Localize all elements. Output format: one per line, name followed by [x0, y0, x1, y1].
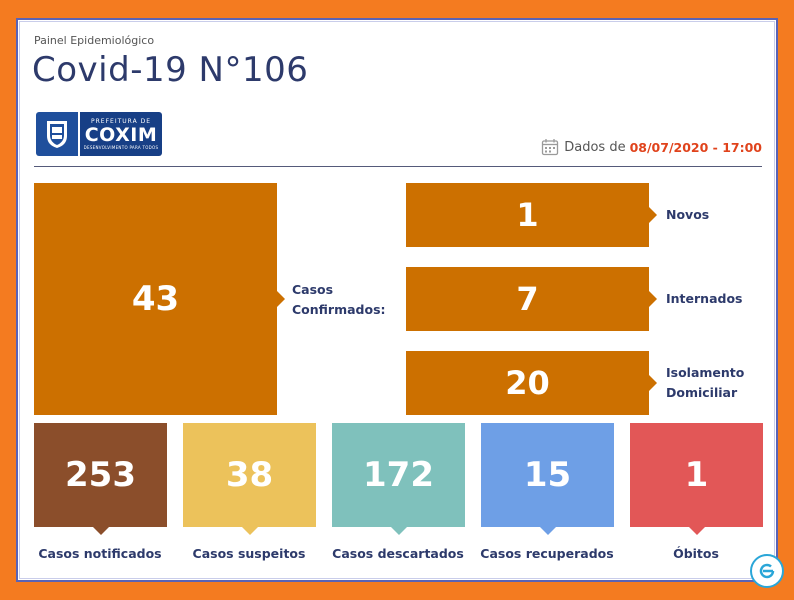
discarded-cases-box: 172 [332, 423, 465, 535]
logo-text: PREFEITURA DE COXIM DESENVOLVIMENTO PARA… [80, 112, 162, 156]
home-isolation-label: Isolamento Domiciliar [666, 363, 744, 403]
home-isolation-value: 20 [505, 364, 550, 402]
recovered-cases-value: 15 [523, 455, 572, 495]
date-label: Dados de [564, 139, 626, 155]
date-row: Dados de 08/07/2020 - 17:00 [541, 138, 762, 156]
confirmed-cases-value: 43 [131, 279, 180, 319]
notified-cases-value: 253 [65, 455, 136, 495]
logo-tagline: DESENVOLVIMENTO PARA TODOS [83, 145, 159, 150]
city-logo: PREFEITURA DE COXIM DESENVOLVIMENTO PARA… [36, 112, 162, 156]
notified-cases-box: 253 [34, 423, 167, 535]
panel-subtitle: Painel Epidemiológico [34, 34, 155, 47]
discarded-cases-value: 172 [363, 455, 434, 495]
new-cases-label: Novos [666, 207, 710, 222]
calendar-icon [542, 139, 559, 156]
suspected-cases-box: 38 [183, 423, 316, 535]
recovered-cases-box: 15 [481, 423, 614, 535]
date-value: 08/07/2020 - 17:00 [629, 139, 762, 155]
discarded-cases-label: Casos descartados [332, 546, 464, 561]
header-divider [34, 166, 762, 167]
hospitalized-box: 7 [406, 267, 657, 331]
watermark-logo-icon [750, 554, 784, 588]
hospitalized-value: 7 [516, 280, 539, 318]
new-cases-box: 1 [406, 183, 657, 247]
home-isolation-line2: Domiciliar [666, 385, 738, 400]
confirmed-cases-label: Casos Confirmados: [292, 280, 386, 320]
suspected-cases-value: 38 [225, 455, 274, 495]
recovered-cases-label: Casos recuperados [480, 546, 614, 561]
hospitalized-label: Internados [666, 291, 743, 306]
deaths-value: 1 [684, 455, 709, 495]
deaths-label: Óbitos [673, 546, 719, 561]
city-seal-icon [36, 112, 78, 156]
notified-cases-label: Casos notificados [38, 546, 162, 561]
home-isolation-line1: Isolamento [666, 365, 745, 380]
logo-prefix: PREFEITURA DE [91, 118, 151, 125]
deaths-box: 1 [630, 423, 763, 535]
page-title: Covid-19 N°106 [32, 50, 309, 90]
suspected-cases-label: Casos suspeitos [192, 546, 306, 561]
confirmed-label-line2: Confirmados: [292, 302, 386, 317]
confirmed-label-line1: Casos [292, 282, 334, 297]
logo-city: COXIM [84, 124, 158, 146]
confirmed-cases-box: 43 [34, 183, 285, 415]
new-cases-value: 1 [516, 196, 539, 234]
dashboard-card: Painel Epidemiológico Covid-19 N°106 PRE… [16, 18, 778, 582]
home-isolation-box: 20 [406, 351, 657, 415]
